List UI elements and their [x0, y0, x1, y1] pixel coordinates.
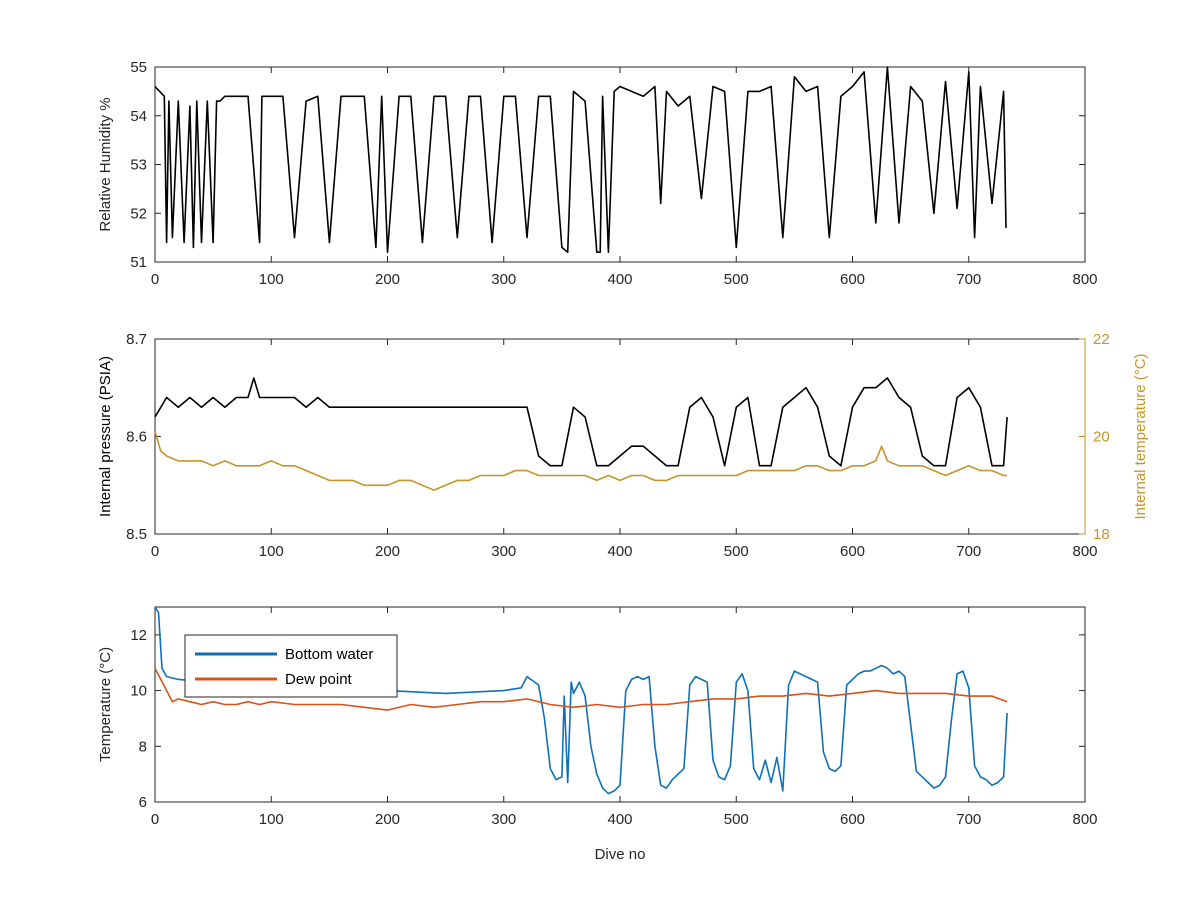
x-tick-label: 600 [840, 271, 865, 288]
x-tick-label: 200 [375, 271, 400, 288]
x-tick-label: 200 [375, 543, 400, 560]
x-tick-label: 600 [840, 543, 865, 560]
y-tick-label: 51 [130, 254, 147, 271]
y-tick-label: 8.6 [126, 429, 147, 446]
dew-point-line [154, 667, 1008, 711]
y-axis-label: Temperature (°C) [97, 647, 114, 762]
x-tick-label: 0 [151, 271, 159, 288]
series-1-line [154, 431, 1008, 491]
legend: Bottom water Dew point [184, 634, 398, 698]
x-tick-label: 200 [375, 811, 400, 828]
x-tick-label: 400 [607, 543, 632, 560]
x-tick-label: 800 [1072, 811, 1097, 828]
x-tick-label: 100 [259, 811, 284, 828]
x-tick-label: 800 [1072, 543, 1097, 560]
pressure-temperature-panel: 0 100 200 300 400 500 600 700 800 8.5 8.6 8.7 18 20 22… [97, 331, 1149, 560]
series-0-line [154, 377, 1008, 467]
x-tick-label: 700 [956, 811, 981, 828]
x-tick-label: 400 [607, 811, 632, 828]
x-tick-label: 800 [1072, 271, 1097, 288]
humidity-panel: 0 100 200 300 400 500 600 700 800 51 52 53 54 55 Relat… [97, 59, 1098, 288]
y2-tick-label: 18 [1093, 526, 1110, 543]
legend-label: Bottom water [285, 646, 373, 663]
series-0-line [154, 66, 1007, 253]
y2-tick-label: 22 [1093, 331, 1110, 348]
y-tick-label: 10 [130, 683, 147, 700]
x-axis-label: Dive no [595, 846, 646, 863]
y-tick-label: 12 [130, 627, 147, 644]
y-tick-label: 8 [139, 738, 147, 755]
y-axis-label: Internal pressure (PSIA) [97, 356, 114, 517]
y2-tick-label: 20 [1093, 429, 1110, 446]
y-tick-label: 54 [130, 108, 147, 125]
axes-box [154, 338, 1086, 535]
y-tick-label: 8.5 [126, 526, 147, 543]
legend-label: Dew point [285, 671, 353, 688]
x-tick-label: 400 [607, 271, 632, 288]
legend-box [184, 634, 398, 698]
x-tick-label: 0 [151, 811, 159, 828]
temperature-panel: 0 100 200 300 400 500 600 700 800 6 8 10 12 Temperatu… [97, 606, 1098, 863]
y-tick-label: 52 [130, 205, 147, 222]
y-tick-label: 55 [130, 59, 147, 76]
y-tick-label: 8.7 [126, 331, 147, 348]
x-tick-label: 0 [151, 543, 159, 560]
bottom-water-line [154, 606, 1008, 795]
x-tick-label: 100 [259, 271, 284, 288]
x-tick-label: 300 [491, 543, 516, 560]
x-tick-label: 500 [724, 271, 749, 288]
y-axis-label: Relative Humidity % [97, 97, 114, 231]
x-tick-label: 100 [259, 543, 284, 560]
x-tick-label: 700 [956, 543, 981, 560]
x-tick-label: 700 [956, 271, 981, 288]
y2-axis-label: Internal temperature (°C) [1132, 353, 1149, 519]
x-tick-label: 600 [840, 811, 865, 828]
x-tick-label: 300 [491, 271, 516, 288]
x-tick-label: 500 [724, 543, 749, 560]
x-tick-label: 300 [491, 811, 516, 828]
x-tick-label: 500 [724, 811, 749, 828]
y-tick-label: 53 [130, 157, 147, 174]
y-tick-label: 6 [139, 794, 147, 811]
